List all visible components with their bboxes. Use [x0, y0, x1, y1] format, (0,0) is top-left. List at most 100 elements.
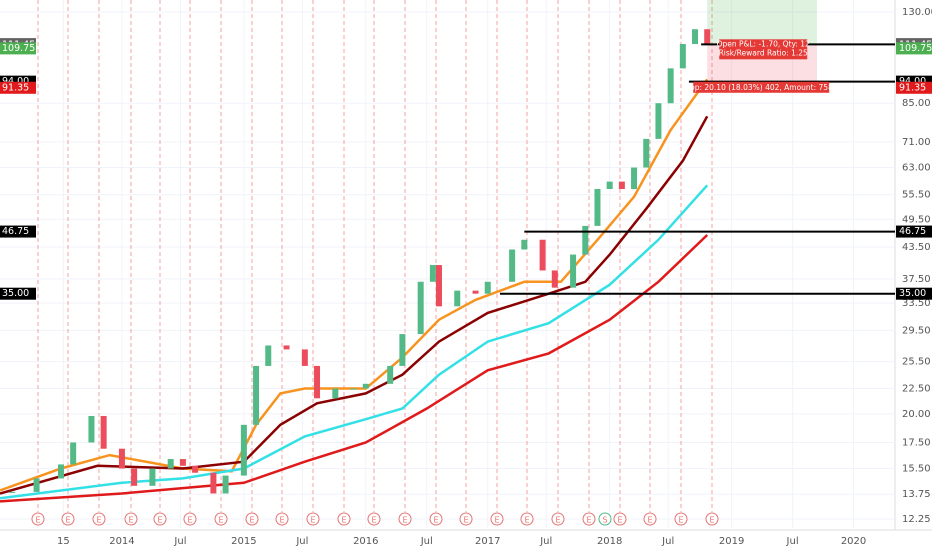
event-label: E: [433, 516, 438, 525]
event-label: E: [310, 516, 315, 525]
y-tick-label: 17.50: [902, 437, 931, 448]
event-label: E: [157, 516, 162, 525]
y-tick-label: 63.00: [902, 163, 931, 174]
candle: [454, 290, 461, 307]
candle: [314, 365, 321, 399]
price-tag-label: 91.35: [2, 82, 29, 93]
x-tick-label: 2016: [353, 536, 378, 547]
x-tick-label: 2018: [597, 536, 622, 547]
y-tick-label: 37.50: [902, 274, 931, 285]
candle: [429, 265, 436, 282]
x-tick-label: Jul: [786, 536, 799, 547]
candle: [521, 239, 528, 250]
x-tick-label: 2014: [109, 536, 134, 547]
price-tag: [0, 287, 36, 300]
event-label: E: [128, 516, 133, 525]
candle: [9, 491, 16, 493]
event-label: E: [218, 516, 223, 525]
event-marker: [459, 512, 473, 526]
event-label: E: [555, 516, 560, 525]
event-marker: [520, 512, 534, 526]
y-tick-label: 49.50: [902, 214, 931, 225]
event-marker: [613, 512, 627, 526]
candle: [618, 181, 625, 190]
candle: [435, 265, 442, 307]
stop-box: [693, 81, 830, 93]
y-tick-label: 15.50: [902, 464, 931, 475]
candle: [606, 181, 613, 190]
moving-average: [0, 184, 709, 500]
candle: [332, 388, 339, 399]
candle: [88, 415, 95, 443]
x-tick-label: Jul: [295, 536, 308, 547]
event-marker: [306, 512, 320, 526]
candle: [33, 478, 40, 492]
y-tick-label: 22.50: [902, 384, 931, 395]
price-tag: [896, 225, 932, 238]
candle: [192, 465, 199, 473]
event-marker: [92, 512, 106, 526]
pnl-text: Open P&L: -1.70, Qty: 12: [717, 39, 810, 48]
event-label: E: [35, 516, 40, 525]
candle: [350, 388, 357, 390]
event-marker: [337, 512, 351, 526]
candle: [362, 383, 369, 389]
candle: [100, 415, 107, 449]
candle: [167, 459, 174, 469]
candle: [539, 239, 546, 271]
event-marker: [31, 512, 45, 526]
candle: [582, 225, 589, 255]
price-tag: [896, 42, 932, 55]
event-label: E: [709, 516, 714, 525]
event-label: E: [678, 516, 683, 525]
candle: [667, 68, 674, 104]
y-tick-label: 25.50: [902, 357, 931, 368]
event-marker: [551, 512, 565, 526]
candle: [417, 281, 424, 335]
event-label: E: [463, 516, 468, 525]
y-tick-label: 12.25: [902, 514, 931, 525]
y-tick-label: 55.50: [902, 190, 931, 201]
candle: [253, 365, 260, 425]
target-zone: [707, 0, 817, 45]
price-tag: [0, 81, 36, 94]
event-marker: [598, 512, 612, 526]
candle: [643, 138, 650, 168]
event-marker: [705, 512, 719, 526]
event-marker: [61, 512, 75, 526]
candle: [692, 29, 699, 45]
event-label: E: [524, 516, 529, 525]
event-label: E: [96, 516, 101, 525]
candle: [222, 475, 229, 494]
price-tag-label: 109.75: [2, 43, 35, 54]
event-marker: [245, 512, 259, 526]
x-tick-label: 15: [57, 536, 70, 547]
y-tick-label: 20.00: [902, 409, 931, 420]
candle: [570, 254, 577, 288]
price-tag: [0, 225, 36, 238]
x-tick-label: Jul: [173, 536, 186, 547]
rr-text: Risk/Reward Ratio: 1.25: [719, 48, 808, 57]
y-tick-label: 130.00: [902, 7, 932, 18]
candle: [131, 468, 138, 486]
x-tick-label: 2015: [231, 536, 256, 547]
y-tick-label: 43.50: [902, 242, 931, 253]
price-tag-label: 46.75: [899, 226, 926, 237]
candle: [551, 270, 558, 288]
candle: [679, 44, 686, 69]
candle: [472, 290, 479, 294]
event-marker: [124, 512, 138, 526]
y-tick-label: 71.00: [902, 137, 931, 148]
candle: [301, 349, 308, 366]
price-tag-label: 94.00: [899, 76, 926, 87]
candle: [149, 468, 156, 486]
event-label: E: [65, 516, 70, 525]
event-marker: [398, 512, 412, 526]
x-tick-label: 2017: [475, 536, 500, 547]
event-label: S: [602, 516, 607, 525]
event-marker: [275, 512, 289, 526]
candle: [210, 472, 217, 494]
candle: [70, 442, 77, 465]
